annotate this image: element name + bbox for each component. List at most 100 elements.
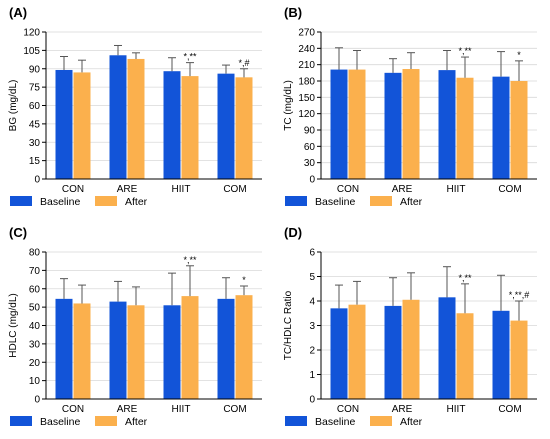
- legend-swatch: [370, 416, 392, 426]
- category-label: ARE: [117, 404, 138, 415]
- significance-annotation: *,**: [183, 255, 197, 265]
- y-axis-label: HDLC (mg/dL): [8, 293, 19, 357]
- category-label: CON: [62, 184, 84, 195]
- category-label: COM: [498, 184, 521, 195]
- bar-baseline: [55, 69, 73, 179]
- y-tick-label: 1: [309, 370, 315, 381]
- bar-baseline: [330, 308, 348, 399]
- panel-label: (A): [9, 5, 27, 20]
- chart-panel: (A) 0 15 30 45 60 75 90 105 120 BG (mg/dL) CON ARE HI…: [8, 5, 262, 208]
- y-tick-label: 120: [23, 28, 40, 39]
- chart-panel: (B) 0 30 60 90 120 150 180 210 240 270 TC (mg/dL) CO…: [283, 5, 537, 208]
- y-tick-label: 6: [309, 248, 315, 259]
- y-tick-label: 10: [29, 376, 41, 387]
- legend-swatch: [10, 196, 32, 206]
- significance-annotation: *,**: [183, 52, 197, 62]
- bar-baseline: [163, 305, 181, 399]
- y-tick-label: 0: [309, 175, 315, 186]
- bar-after: [456, 77, 474, 179]
- legend-label: Baseline: [40, 416, 80, 428]
- bar-after: [127, 305, 145, 399]
- y-tick-label: 2: [309, 346, 315, 357]
- y-tick-label: 90: [304, 126, 316, 137]
- bar-after: [510, 81, 528, 179]
- category-label: HIIT: [172, 184, 191, 195]
- y-tick-label: 150: [298, 93, 315, 104]
- panel-label: (D): [284, 225, 302, 240]
- y-tick-label: 270: [298, 28, 315, 39]
- chart-panel: (C) 0 10 20 30 40 50 60 70 80 HDLC (mg/dL) CON ARE HI…: [8, 225, 262, 428]
- y-tick-label: 210: [298, 60, 315, 71]
- bar-after: [510, 320, 528, 399]
- bar-baseline: [492, 310, 510, 399]
- y-tick-label: 40: [29, 321, 41, 332]
- y-tick-label: 60: [29, 101, 41, 112]
- legend-swatch: [10, 416, 32, 426]
- bar-after: [348, 304, 366, 399]
- category-label: ARE: [392, 184, 413, 195]
- bar-after: [181, 76, 199, 179]
- bar-after: [73, 303, 91, 399]
- bar-baseline: [55, 298, 73, 399]
- category-label: COM: [223, 184, 246, 195]
- y-tick-label: 3: [309, 321, 315, 332]
- y-tick-label: 0: [34, 395, 40, 406]
- y-tick-label: 0: [309, 395, 315, 406]
- y-tick-label: 15: [29, 156, 41, 167]
- bar-after: [402, 69, 420, 179]
- bar-after: [348, 69, 366, 179]
- significance-annotation: *,**: [458, 273, 472, 283]
- bar-after: [181, 296, 199, 399]
- y-axis-label: TC/HDLC Ratio: [283, 290, 294, 360]
- y-tick-label: 240: [298, 44, 315, 55]
- significance-annotation: *: [242, 275, 246, 285]
- category-label: COM: [498, 404, 521, 415]
- y-axis-label: BG (mg/dL): [8, 80, 19, 132]
- y-tick-label: 60: [29, 284, 41, 295]
- panel-label: (C): [9, 225, 27, 240]
- legend-swatch: [370, 196, 392, 206]
- bar-baseline: [217, 73, 235, 179]
- category-label: CON: [62, 404, 84, 415]
- bar-after: [127, 58, 145, 180]
- legend-label: Baseline: [40, 196, 80, 208]
- panel-label: (B): [284, 5, 302, 20]
- significance-annotation: *,#: [238, 58, 249, 68]
- category-label: HIIT: [447, 184, 466, 195]
- legend-swatch: [95, 196, 117, 206]
- bar-baseline: [330, 69, 348, 179]
- chart-panel: (D) 0 1 2 3 4 5 6 TC/HDLC Ratio CON ARE HIIT COM *,**…: [283, 225, 537, 428]
- bar-baseline: [438, 297, 456, 399]
- bar-baseline: [438, 70, 456, 179]
- bar-after: [73, 72, 91, 179]
- category-label: COM: [223, 404, 246, 415]
- category-label: CON: [337, 184, 359, 195]
- significance-annotation: *,**: [458, 46, 472, 56]
- significance-annotation: *: [517, 50, 521, 60]
- legend-label: After: [125, 196, 148, 208]
- y-tick-label: 30: [29, 339, 41, 350]
- bar-baseline: [109, 55, 127, 179]
- category-label: CON: [337, 404, 359, 415]
- y-tick-label: 180: [298, 77, 315, 88]
- bar-after: [402, 299, 420, 399]
- y-tick-label: 20: [29, 358, 41, 369]
- significance-annotation: *,**,#: [509, 290, 530, 300]
- y-axis-label: TC (mg/dL): [283, 80, 294, 131]
- y-tick-label: 30: [29, 138, 41, 149]
- category-label: HIIT: [447, 404, 466, 415]
- bar-baseline: [492, 76, 510, 179]
- category-label: ARE: [117, 184, 138, 195]
- bar-after: [235, 77, 253, 179]
- bar-after: [235, 295, 253, 399]
- y-tick-label: 90: [29, 64, 41, 75]
- y-tick-label: 50: [29, 303, 41, 314]
- bar-baseline: [384, 72, 402, 179]
- y-tick-label: 30: [304, 158, 316, 169]
- legend-label: After: [125, 416, 148, 428]
- y-tick-label: 5: [309, 272, 315, 283]
- legend-swatch: [285, 196, 307, 206]
- y-tick-label: 105: [23, 46, 40, 57]
- legend-label: After: [400, 196, 423, 208]
